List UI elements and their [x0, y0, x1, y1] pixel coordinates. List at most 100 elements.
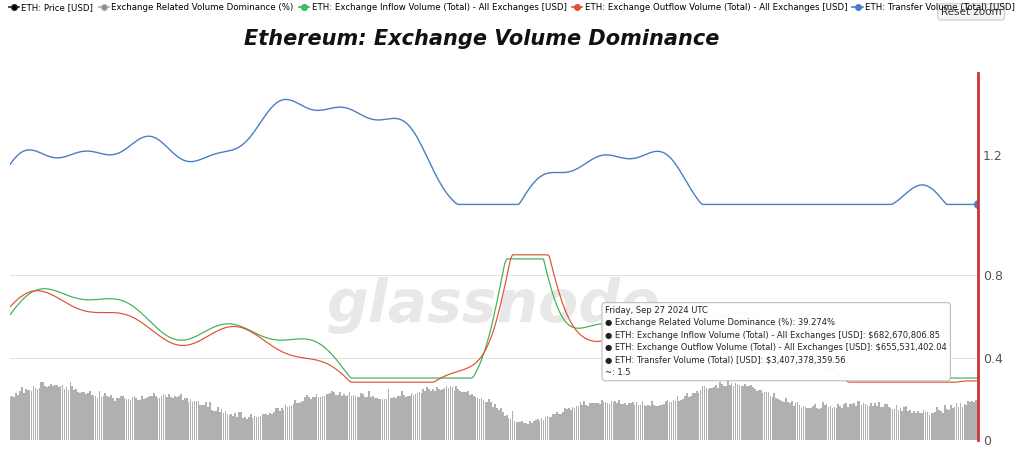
Bar — [549, 417, 550, 440]
Bar — [458, 389, 459, 440]
Bar — [551, 417, 552, 440]
Bar — [679, 401, 680, 440]
Bar — [70, 382, 72, 440]
Bar — [964, 404, 966, 440]
Bar — [838, 404, 839, 440]
Bar — [378, 398, 380, 440]
Bar — [106, 396, 108, 440]
Bar — [589, 403, 591, 440]
Bar — [771, 397, 773, 440]
Bar — [610, 401, 612, 440]
Bar — [370, 397, 372, 440]
Bar — [970, 402, 971, 440]
Bar — [851, 404, 853, 440]
Bar — [756, 391, 758, 440]
Bar — [514, 421, 515, 440]
Bar — [805, 408, 806, 440]
Bar — [147, 397, 148, 440]
Bar — [13, 398, 15, 440]
Bar — [699, 390, 701, 440]
Bar — [170, 397, 172, 440]
Bar — [684, 396, 686, 440]
Bar — [940, 411, 942, 440]
Bar — [916, 411, 919, 440]
Bar — [671, 402, 673, 440]
Bar — [180, 394, 181, 440]
Bar — [432, 389, 434, 440]
Bar — [438, 389, 439, 440]
Bar — [139, 399, 141, 440]
Bar — [623, 404, 624, 440]
Bar — [517, 422, 519, 440]
Bar — [254, 416, 255, 440]
Bar — [729, 385, 730, 440]
Bar — [126, 399, 127, 440]
Bar — [339, 393, 341, 440]
Bar — [861, 405, 862, 440]
Bar — [372, 396, 374, 440]
Bar — [477, 398, 478, 440]
Bar — [797, 402, 799, 440]
Bar — [374, 398, 376, 440]
Bar — [612, 402, 614, 440]
Bar — [870, 403, 872, 440]
Text: Reset zoom: Reset zoom — [941, 7, 1001, 17]
Bar — [913, 411, 914, 440]
Bar — [582, 405, 583, 440]
Bar — [46, 387, 48, 440]
Bar — [289, 406, 291, 440]
Bar — [712, 388, 713, 440]
Bar — [96, 398, 98, 440]
Bar — [205, 402, 207, 440]
Bar — [387, 389, 389, 440]
Bar — [638, 405, 639, 440]
Bar — [174, 396, 176, 440]
Bar — [360, 393, 362, 440]
Bar — [859, 401, 860, 440]
Bar — [905, 406, 907, 440]
Bar — [825, 404, 827, 440]
Bar — [116, 398, 118, 440]
Bar — [258, 417, 259, 440]
Bar — [98, 391, 100, 440]
Bar — [502, 412, 504, 440]
Bar — [874, 403, 876, 440]
Bar — [61, 385, 63, 440]
Bar — [95, 396, 96, 440]
Bar — [230, 414, 232, 440]
Bar — [935, 412, 936, 440]
Bar — [762, 393, 764, 440]
Bar — [599, 404, 601, 440]
Bar — [58, 387, 59, 440]
Bar — [586, 405, 587, 440]
Bar — [465, 393, 467, 440]
Bar — [356, 397, 358, 440]
Bar — [901, 411, 903, 440]
Bar — [207, 407, 209, 440]
Bar — [570, 410, 571, 440]
Bar — [721, 384, 723, 440]
Bar — [52, 386, 53, 440]
Bar — [314, 397, 315, 440]
Bar — [498, 410, 500, 440]
Bar — [894, 409, 895, 440]
Bar — [558, 414, 560, 440]
Bar — [376, 398, 378, 440]
Bar — [605, 402, 606, 440]
Bar — [15, 393, 16, 440]
Bar — [384, 399, 385, 440]
Bar — [890, 408, 892, 440]
Bar — [246, 419, 248, 440]
Bar — [293, 404, 294, 440]
Bar — [81, 392, 83, 440]
Bar — [642, 401, 643, 440]
Bar — [352, 395, 354, 440]
Bar — [256, 417, 257, 440]
Bar — [475, 397, 476, 440]
Bar — [319, 397, 322, 440]
Bar — [977, 400, 979, 440]
Bar — [298, 403, 300, 440]
Bar — [155, 396, 157, 440]
Bar — [150, 396, 151, 440]
Bar — [673, 400, 674, 440]
